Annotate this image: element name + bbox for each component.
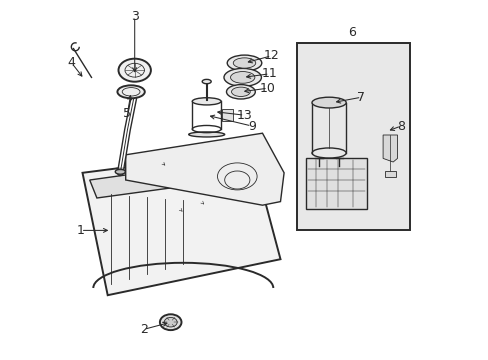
- Polygon shape: [82, 151, 280, 295]
- Text: 2: 2: [140, 323, 147, 336]
- Ellipse shape: [192, 98, 221, 105]
- Text: 3: 3: [130, 10, 139, 23]
- Ellipse shape: [227, 55, 261, 71]
- Text: 4: 4: [68, 57, 76, 69]
- Bar: [384, 171, 395, 177]
- Ellipse shape: [115, 169, 125, 174]
- Text: 11: 11: [261, 67, 277, 80]
- Text: 7: 7: [357, 91, 365, 104]
- Text: 12: 12: [263, 49, 279, 62]
- Ellipse shape: [233, 58, 255, 68]
- Text: 9: 9: [247, 120, 255, 132]
- Ellipse shape: [118, 59, 151, 82]
- Ellipse shape: [202, 79, 211, 84]
- FancyBboxPatch shape: [222, 109, 232, 121]
- Text: 5: 5: [123, 107, 131, 120]
- Ellipse shape: [160, 314, 181, 330]
- Text: 13: 13: [236, 109, 252, 122]
- Text: 10: 10: [260, 82, 275, 95]
- Bar: [296, 43, 409, 230]
- Text: 1: 1: [77, 224, 84, 237]
- Ellipse shape: [226, 85, 255, 99]
- Ellipse shape: [231, 87, 250, 96]
- Ellipse shape: [224, 68, 261, 86]
- Polygon shape: [89, 158, 255, 198]
- Polygon shape: [305, 158, 366, 209]
- Ellipse shape: [230, 72, 254, 83]
- Ellipse shape: [117, 85, 144, 98]
- Polygon shape: [125, 133, 284, 205]
- Polygon shape: [382, 135, 397, 162]
- Ellipse shape: [311, 97, 346, 108]
- Ellipse shape: [164, 318, 177, 327]
- Text: 6: 6: [348, 26, 356, 39]
- Text: 8: 8: [396, 120, 404, 132]
- Ellipse shape: [188, 132, 224, 137]
